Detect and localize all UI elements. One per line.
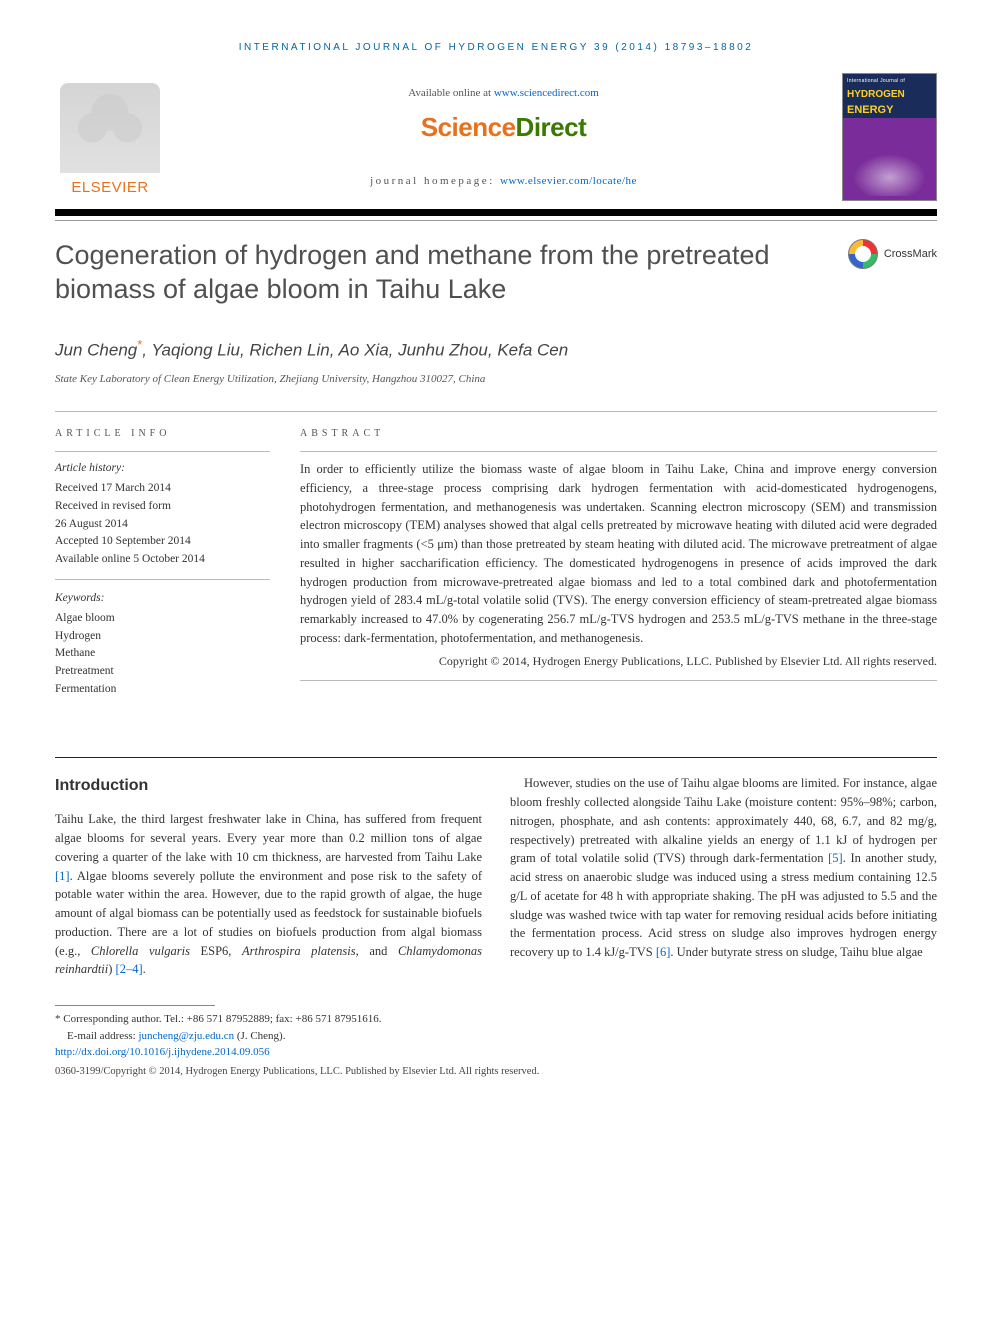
cover-line2: HYDROGEN [847, 87, 932, 102]
history-head: Article history: [55, 460, 270, 478]
thin-rule [55, 220, 937, 221]
top-banner: ELSEVIER Available online at www.science… [55, 73, 937, 201]
corresponding-author-note: * Corresponding author. Tel.: +86 571 87… [55, 1011, 937, 1028]
article-history-block: Article history: Received 17 March 2014 … [55, 451, 270, 580]
intro-p1-f: . [143, 962, 146, 976]
body-column-left: Introduction Taihu Lake, the third large… [55, 774, 482, 979]
email-label: E-mail address: [67, 1030, 138, 1042]
intro-p1-d: , and [356, 944, 398, 958]
crossmark-label: CrossMark [884, 246, 937, 263]
cite-1[interactable]: [1] [55, 869, 70, 883]
doi-link[interactable]: http://dx.doi.org/10.1016/j.ijhydene.201… [55, 1046, 270, 1058]
abstract-text: In order to efficiently utilize the biom… [300, 460, 937, 648]
elsevier-name: ELSEVIER [71, 177, 148, 200]
cite-6[interactable]: [6] [656, 945, 671, 959]
body-columns: Introduction Taihu Lake, the third large… [55, 774, 937, 979]
elsevier-tree-icon [60, 83, 160, 173]
abstract-end-rule [300, 680, 937, 681]
journal-homepage-line: journal homepage: www.elsevier.com/locat… [177, 173, 830, 190]
keyword-5: Fermentation [55, 681, 270, 699]
footnotes: * Corresponding author. Tel.: +86 571 87… [55, 1011, 937, 1061]
article-info-column: ARTICLE INFO Article history: Received 1… [55, 426, 270, 719]
running-head: INTERNATIONAL JOURNAL OF HYDROGEN ENERGY… [55, 40, 937, 55]
intro-p1-a: Taihu Lake, the third largest freshwater… [55, 812, 482, 864]
history-accepted: Accepted 10 September 2014 [55, 533, 270, 551]
article-info-label: ARTICLE INFO [55, 426, 270, 441]
cover-line3: ENERGY [847, 102, 932, 119]
email-link[interactable]: juncheng@zju.edu.cn [138, 1030, 234, 1042]
intro-paragraph-1: Taihu Lake, the third largest freshwater… [55, 810, 482, 979]
banner-center: Available online at www.sciencedirect.co… [165, 85, 842, 189]
species-1: Chlorella vulgaris [91, 944, 190, 958]
email-suffix: (J. Cheng). [234, 1030, 285, 1042]
abstract-column: ABSTRACT In order to efficiently utilize… [300, 426, 937, 719]
meta-rule [55, 411, 937, 412]
sd-logo-part2: Direct [516, 112, 587, 142]
body-separator-rule [55, 757, 937, 759]
intro-p2-c: . Under butyrate stress on sludge, Taihu… [670, 945, 922, 959]
intro-p1-c: ESP6, [190, 944, 242, 958]
crossmark-badge[interactable]: CrossMark [848, 239, 937, 269]
crossmark-icon [848, 239, 878, 269]
affiliation: State Key Laboratory of Clean Energy Uti… [55, 371, 937, 388]
author-corresponding: Jun Cheng [55, 340, 137, 359]
authors-line: Jun Cheng*, Yaqiong Liu, Richen Lin, Ao … [55, 335, 937, 363]
keyword-3: Methane [55, 645, 270, 663]
sciencedirect-logo: ScienceDirect [177, 108, 830, 147]
journal-cover: International Journal of HYDROGEN ENERGY [842, 73, 937, 201]
cite-2-4[interactable]: [2–4] [116, 962, 143, 976]
title-row: Cogeneration of hydrogen and methane fro… [55, 239, 937, 307]
intro-p2-b: . In another study, acid stress on anaer… [510, 851, 937, 959]
history-received: Received 17 March 2014 [55, 480, 270, 498]
abstract-label: ABSTRACT [300, 426, 937, 441]
sd-logo-part1: Science [421, 112, 516, 142]
keywords-block: Keywords: Algae bloom Hydrogen Methane P… [55, 590, 270, 709]
footnote-rule [55, 1005, 215, 1006]
keywords-head: Keywords: [55, 590, 270, 608]
intro-p1-e: ) [108, 962, 115, 976]
sciencedirect-link[interactable]: www.sciencedirect.com [494, 87, 599, 99]
authors-rest: , Yaqiong Liu, Richen Lin, Ao Xia, Junhu… [142, 340, 568, 359]
body-column-right: However, studies on the use of Taihu alg… [510, 774, 937, 979]
paper-title: Cogeneration of hydrogen and methane fro… [55, 239, 848, 307]
history-revised-2: 26 August 2014 [55, 516, 270, 534]
available-online-text: Available online at www.sciencedirect.co… [177, 85, 830, 102]
elsevier-logo: ELSEVIER [55, 75, 165, 200]
issn-copyright: 0360-3199/Copyright © 2014, Hydrogen Ene… [55, 1064, 937, 1080]
keyword-2: Hydrogen [55, 628, 270, 646]
available-prefix: Available online at [408, 87, 494, 99]
homepage-prefix: journal homepage: [370, 175, 500, 187]
cover-art-icon [847, 150, 932, 196]
history-online: Available online 5 October 2014 [55, 551, 270, 569]
abstract-copyright: Copyright © 2014, Hydrogen Energy Public… [300, 652, 937, 670]
homepage-link[interactable]: www.elsevier.com/locate/he [500, 175, 637, 187]
keyword-1: Algae bloom [55, 610, 270, 628]
introduction-heading: Introduction [55, 774, 482, 798]
abstract-body: In order to efficiently utilize the biom… [300, 451, 937, 670]
info-abstract-row: ARTICLE INFO Article history: Received 1… [55, 426, 937, 719]
email-line: E-mail address: juncheng@zju.edu.cn (J. … [55, 1028, 937, 1045]
species-2: Arthrospira platensis [242, 944, 356, 958]
keyword-4: Pretreatment [55, 663, 270, 681]
cite-5[interactable]: [5] [828, 851, 843, 865]
history-revised-1: Received in revised form [55, 498, 270, 516]
thick-rule [55, 209, 937, 216]
intro-paragraph-2: However, studies on the use of Taihu alg… [510, 774, 937, 962]
cover-line1: International Journal of [847, 78, 932, 86]
